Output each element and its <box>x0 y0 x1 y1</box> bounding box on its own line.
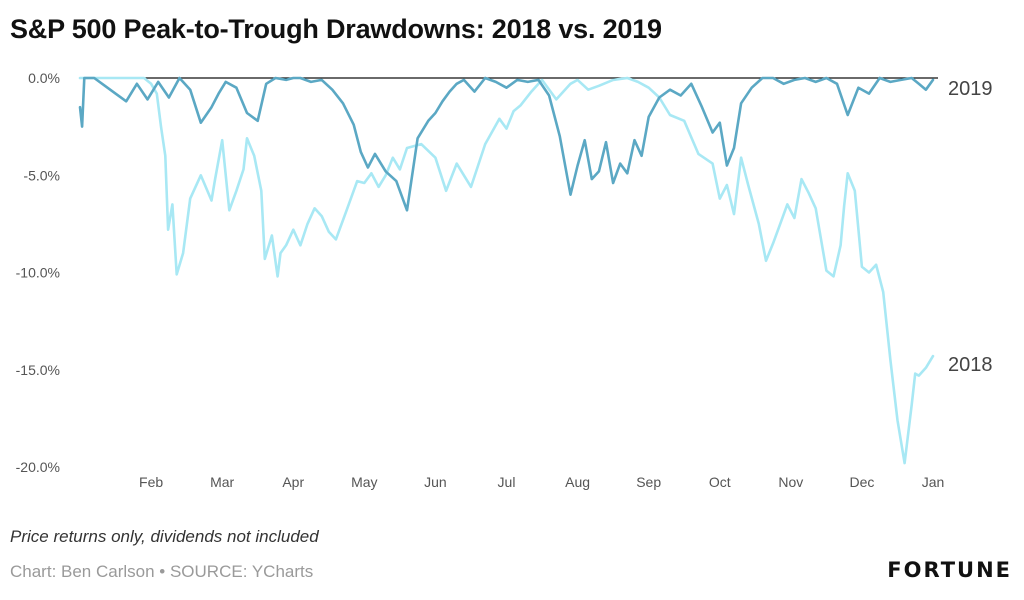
y-tick-label: -10.0% <box>16 265 60 281</box>
series-line-2019 <box>78 76 935 212</box>
chart-title: S&P 500 Peak-to-Trough Drawdowns: 2018 v… <box>10 14 662 44</box>
fortune-logo: FORTUNE <box>887 558 1012 582</box>
y-tick-label: -20.0% <box>16 459 60 475</box>
x-tick-label: Aug <box>565 474 590 490</box>
y-tick-label: 0.0% <box>28 70 60 86</box>
series-label-2019: 2019 <box>948 78 993 100</box>
x-tick-label: Sep <box>636 474 661 490</box>
series-line-2018 <box>78 76 935 465</box>
x-tick-label: Mar <box>210 474 234 490</box>
x-tick-label: Jan <box>922 474 945 490</box>
y-tick-label: -5.0% <box>23 167 60 183</box>
x-tick-label: Jul <box>498 474 516 490</box>
x-tick-label: Feb <box>139 474 163 490</box>
drawdown-chart: 0.0% -5.0% -10.0% -15.0% -20.0% Feb Mar Apr May… <box>16 70 993 490</box>
x-tick-label: Nov <box>778 474 803 490</box>
source-credit: Chart: Ben Carlson • SOURCE: YCharts <box>10 562 314 581</box>
footnote: Price returns only, dividends not includ… <box>10 527 319 546</box>
series-label-2018: 2018 <box>948 354 993 376</box>
x-tick-label: May <box>351 474 377 490</box>
series-labels: 2019 2018 <box>948 78 993 376</box>
x-tick-label: Dec <box>849 474 874 490</box>
y-axis: 0.0% -5.0% -10.0% -15.0% -20.0% <box>16 70 60 475</box>
x-tick-label: Oct <box>709 474 731 490</box>
series-layer <box>78 76 935 465</box>
y-tick-label: -15.0% <box>16 362 60 378</box>
x-tick-label: Apr <box>282 474 304 490</box>
x-axis: Feb Mar Apr May Jun Jul Aug Sep Oct Nov Dec Jan <box>139 474 944 490</box>
x-tick-label: Jun <box>424 474 447 490</box>
